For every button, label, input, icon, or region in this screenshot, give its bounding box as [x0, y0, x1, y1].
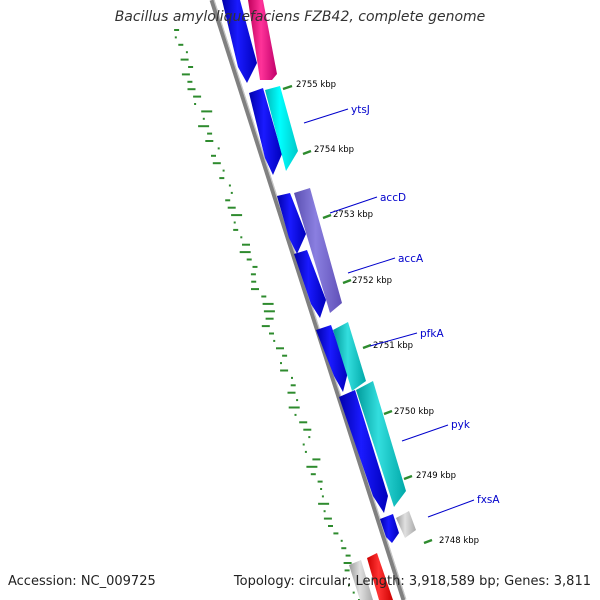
forward-strand-genes [248, 0, 416, 600]
tick-label: 2748 kbp [439, 536, 479, 546]
gene-arrow[interactable] [356, 381, 406, 507]
tick-label: 2750 kbp [394, 407, 434, 417]
tick-label: 2749 kbp [416, 471, 456, 481]
gene-label-pfkA[interactable]: pfkA [420, 328, 444, 340]
gene-label-ytsJ[interactable]: ytsJ [351, 104, 370, 116]
tick-label: 2752 kbp [352, 276, 392, 286]
gene-arrow[interactable] [265, 86, 298, 171]
gene-label-accD[interactable]: accD [380, 192, 406, 204]
tick-label: 2753 kbp [333, 210, 373, 220]
gene-arrow[interactable] [316, 325, 348, 392]
gene-arrow[interactable] [277, 193, 306, 254]
scale-ticks: 2755 kbp 2754 kbp 2753 kbp 2752 kbp 2751… [282, 80, 479, 546]
tick-label: 2755 kbp [296, 80, 336, 90]
gene-arrow[interactable] [380, 514, 399, 543]
gene-arrow[interactable] [367, 553, 393, 600]
gc-content-track [174, 29, 360, 600]
reverse-strand-genes [222, 0, 399, 543]
gene-label-fxsA[interactable]: fxsA [477, 494, 500, 506]
tick-label: 2754 kbp [314, 145, 354, 155]
gene-arrow[interactable] [339, 390, 388, 513]
gene-arrow[interactable] [294, 250, 326, 318]
genome-backbone [209, 0, 407, 600]
accession-text: Accession: NC_009725 [8, 574, 156, 589]
gene-arrow[interactable] [349, 560, 373, 600]
genome-summary-text: Topology: circular; Length: 3,918,589 bp… [233, 574, 591, 589]
gene-arrow[interactable] [333, 322, 366, 391]
map-title: Bacillus amyloliquefaciens FZB42, comple… [114, 9, 486, 25]
tick-label: 2751 kbp [373, 341, 413, 351]
gene-arrow[interactable] [294, 188, 342, 313]
gene-arrow[interactable] [249, 88, 282, 175]
gene-label-accA[interactable]: accA [398, 253, 424, 265]
gene-arrow[interactable] [396, 511, 416, 538]
gene-labels: ytsJ accD accA pfkA pyk fxsA [303, 104, 500, 518]
gene-label-pyk[interactable]: pyk [451, 419, 471, 431]
gene-arrow[interactable] [222, 0, 257, 83]
gene-arrow[interactable] [248, 0, 277, 80]
